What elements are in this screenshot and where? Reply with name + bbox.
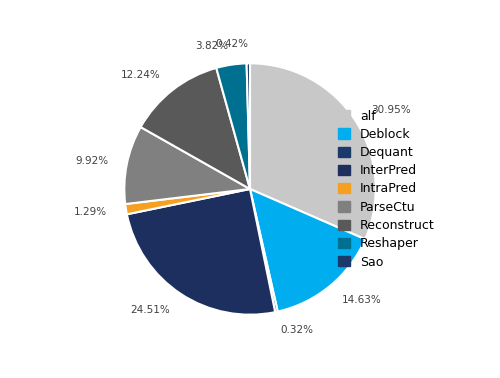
Text: 1.29%: 1.29% <box>74 207 108 217</box>
Wedge shape <box>246 63 250 189</box>
Text: 9.92%: 9.92% <box>75 156 108 166</box>
Wedge shape <box>125 189 250 214</box>
Legend: alf, Deblock, Dequant, InterPred, IntraPred, ParseCtu, Reconstruct, Reshaper, Sa: alf, Deblock, Dequant, InterPred, IntraP… <box>338 110 435 268</box>
Text: 0.42%: 0.42% <box>215 39 248 50</box>
Text: 14.63%: 14.63% <box>342 295 382 305</box>
Text: 30.95%: 30.95% <box>371 105 410 115</box>
Wedge shape <box>216 64 250 189</box>
Wedge shape <box>124 127 250 204</box>
Text: 3.82%: 3.82% <box>196 41 228 51</box>
Text: 12.24%: 12.24% <box>121 70 161 80</box>
Wedge shape <box>250 189 278 312</box>
Text: 24.51%: 24.51% <box>130 305 170 314</box>
Wedge shape <box>250 63 376 239</box>
Wedge shape <box>250 189 365 311</box>
Wedge shape <box>127 189 275 315</box>
Text: 0.32%: 0.32% <box>280 325 314 335</box>
Wedge shape <box>140 68 250 189</box>
